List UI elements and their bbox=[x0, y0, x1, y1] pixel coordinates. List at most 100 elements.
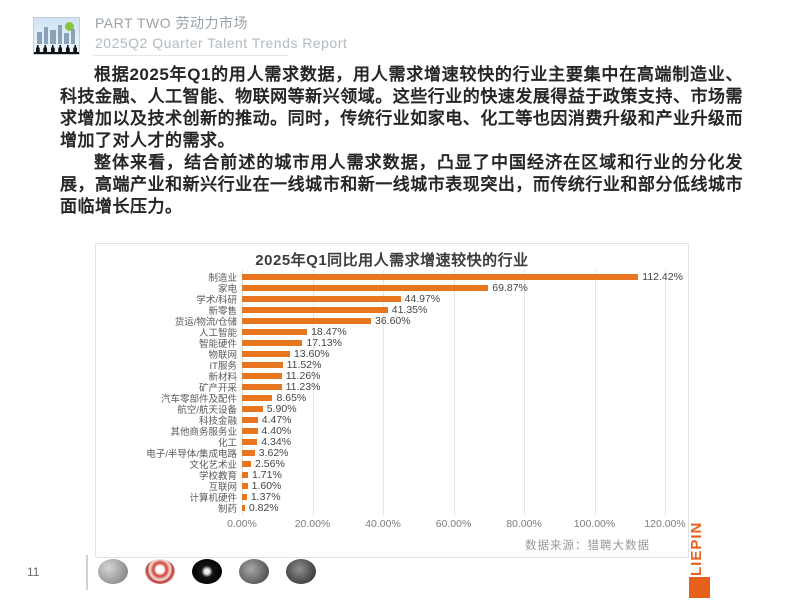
people-row-icon bbox=[34, 45, 79, 52]
chart-bar-row: 学术/科研 44.97% bbox=[96, 292, 688, 306]
x-axis-tick-label: 120.00% bbox=[644, 518, 686, 530]
chart-bar-row: 汽车零部件及配件 8.65% bbox=[96, 392, 688, 405]
sun-icon bbox=[65, 22, 74, 31]
bar-value-label: 18.47% bbox=[311, 325, 347, 338]
chart-rows: 制造业 112.42% 家电 69.87% 学术/科研 44.97% 新零售 41.35% 货运… bbox=[96, 270, 688, 515]
chart-bar-row: 互联网 1.60% bbox=[96, 479, 688, 493]
bar-category-label: 电子/半导体/集成电路 bbox=[146, 448, 237, 460]
data-source-note: 数据来源：猎聘大数据 bbox=[525, 540, 650, 552]
bar-category-label: 家电 bbox=[217, 283, 237, 295]
bar-category-label: 新零售 bbox=[208, 305, 237, 317]
city-skyline-people-icon bbox=[33, 17, 80, 55]
chart-bar-row: 学校教育 1.71% bbox=[96, 469, 688, 482]
bar bbox=[242, 394, 273, 401]
chart-bar-row: 文化艺术业 2.56% bbox=[96, 457, 688, 471]
bar bbox=[242, 328, 308, 335]
bar-category-label: 化工 bbox=[217, 437, 237, 449]
paragraph-1: 根据2025年Q1的用人需求数据，用人需求增速较快的行业主要集中在高端制造业、科… bbox=[60, 65, 743, 150]
chart-x-axis: 0.00% 20.00% 40.00% 60.00% 80.00% 100.00% 120.… bbox=[96, 518, 688, 534]
bar-category-label: 航空/航天设备 bbox=[177, 404, 237, 416]
bar-category-label: IT服务 bbox=[209, 360, 237, 372]
gray-sphere-thumbnail bbox=[98, 559, 128, 584]
bar bbox=[242, 493, 247, 500]
bar-category-label: 汽车零部件及配件 bbox=[160, 393, 237, 405]
bar-category-label: 文化艺术业 bbox=[189, 459, 237, 471]
bar bbox=[242, 471, 249, 478]
bar bbox=[242, 416, 258, 423]
bar bbox=[242, 273, 639, 280]
x-axis-tick-label: 40.00% bbox=[365, 518, 401, 530]
chart-bar-row: 其他商务服务业 4.40% bbox=[96, 424, 688, 438]
footer-thumbnails bbox=[98, 559, 316, 584]
dark-textured-logo-thumbnail bbox=[286, 559, 316, 584]
bar bbox=[242, 339, 303, 346]
x-axis-tick-label: 100.00% bbox=[573, 518, 616, 530]
chart-bar-row: 制药 0.82% bbox=[96, 501, 688, 515]
bar-value-label: 0.82% bbox=[248, 501, 279, 514]
chart-bar-row: 家电 69.87% bbox=[96, 282, 688, 295]
bar bbox=[242, 372, 282, 379]
liepin-logo-text: LIEPIN bbox=[688, 521, 705, 576]
bar-category-label: 人工智能 bbox=[198, 327, 237, 339]
chart-bar-row: 智能硬件 17.13% bbox=[96, 336, 688, 350]
liepin-logo-square bbox=[689, 577, 710, 598]
x-axis-tick-label: 20.00% bbox=[294, 518, 331, 530]
chart-bar-row: 人工智能 18.47% bbox=[96, 325, 688, 339]
chart-bar-row: 矿产开采 11.23% bbox=[96, 380, 688, 394]
bar bbox=[242, 284, 489, 291]
chart-bar-row: 电子/半导体/集成电路 3.62% bbox=[96, 446, 688, 460]
bar-value-label: 3.62% bbox=[258, 446, 289, 459]
bar-value-label: 4.40% bbox=[261, 424, 292, 437]
bar bbox=[242, 383, 282, 390]
bar bbox=[242, 306, 388, 313]
bar-category-label: 货运/物流/仓储 bbox=[174, 316, 237, 328]
bar bbox=[242, 361, 283, 368]
bar-category-label: 互联网 bbox=[208, 481, 237, 493]
bar-value-label: 5.90% bbox=[266, 402, 297, 415]
bar-category-label: 科技金融 bbox=[198, 415, 237, 427]
bar-value-label: 2.56% bbox=[255, 457, 285, 470]
chart-bar-row: 新零售 41.35% bbox=[96, 303, 688, 317]
bar-chart: 2025年Q1同比用人需求增速较快的行业 制造业 112.42% 家电 69.87% 学… bbox=[95, 243, 689, 558]
bar-value-label: 41.35% bbox=[391, 303, 428, 316]
bar-category-label: 物联网 bbox=[208, 349, 237, 361]
x-axis-tick-label: 60.00% bbox=[435, 518, 472, 530]
bar bbox=[242, 482, 248, 489]
bar bbox=[242, 460, 252, 467]
x-axis-tick-label: 0.00% bbox=[227, 518, 257, 530]
bar-category-label: 制造业 bbox=[208, 272, 237, 284]
header-divider bbox=[93, 55, 289, 56]
x-axis-tick-label: 80.00% bbox=[506, 518, 542, 530]
chart-bar-row: 新材料 11.26% bbox=[96, 369, 688, 383]
bar-value-label: 4.47% bbox=[261, 413, 292, 426]
bar-value-label: 1.37% bbox=[250, 490, 281, 503]
bar-category-label: 其他商务服务业 bbox=[170, 426, 237, 438]
chart-title: 2025年Q1同比用人需求增速较快的行业 bbox=[255, 252, 529, 269]
bar-category-label: 计算机硬件 bbox=[189, 492, 237, 504]
bar-category-label: 制药 bbox=[217, 503, 237, 515]
bar bbox=[242, 350, 290, 357]
page-number: 11 bbox=[27, 565, 40, 579]
chart-bar-row: 航空/航天设备 5.90% bbox=[96, 402, 688, 416]
chart-bar-row: 化工 4.34% bbox=[96, 435, 688, 449]
liepin-brand-logo: LIEPIN bbox=[686, 521, 712, 598]
bar-value-label: 1.60% bbox=[251, 479, 282, 492]
chart-bar-row: 计算机硬件 1.37% bbox=[96, 490, 688, 504]
bar-value-label: 11.23% bbox=[285, 380, 321, 393]
bar-value-label: 13.60% bbox=[293, 347, 330, 360]
bar-category-label: 智能硬件 bbox=[198, 338, 237, 350]
body-text: 根据2025年Q1的用人需求数据，用人需求增速较快的行业主要集中在高端制造业、科… bbox=[60, 64, 743, 218]
red-seal-logo-thumbnail bbox=[145, 559, 175, 584]
bar-category-label: 新材料 bbox=[208, 371, 237, 383]
dark-gray-logo-thumbnail bbox=[239, 559, 269, 584]
bar-value-label: 112.42% bbox=[642, 270, 683, 283]
bar-value-label: 4.34% bbox=[261, 435, 292, 448]
bar-value-label: 44.97% bbox=[404, 292, 441, 305]
bar bbox=[242, 449, 255, 456]
footer-divider bbox=[86, 555, 88, 590]
bar-value-label: 11.26% bbox=[285, 369, 321, 382]
chart-bar-row: 制造业 112.42% bbox=[96, 270, 688, 284]
bar-value-label: 17.13% bbox=[306, 336, 342, 349]
bar bbox=[242, 427, 258, 434]
